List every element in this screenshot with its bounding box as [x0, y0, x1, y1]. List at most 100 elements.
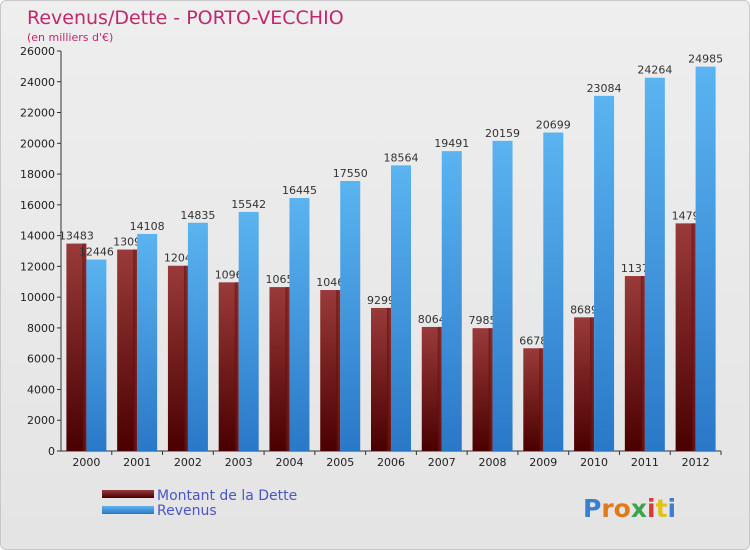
- data-label-revenus: 19491: [434, 137, 469, 150]
- x-tick-label: 2003: [225, 456, 253, 469]
- y-tick-label: 10000: [20, 291, 55, 304]
- data-label-revenus: 23084: [587, 82, 622, 95]
- chart-title: Revenus/Dette - PORTO-VECCHIO: [27, 7, 344, 29]
- bar-debt: [218, 282, 239, 451]
- y-tick-label: 4000: [27, 383, 55, 396]
- bar-revenus: [289, 198, 310, 451]
- logo-letter: i: [668, 494, 677, 523]
- y-tick-label: 2000: [27, 414, 55, 427]
- data-label-debt: 1096: [215, 268, 243, 281]
- y-tick-label: 26000: [20, 45, 55, 58]
- bar-debt-shade: [183, 265, 188, 451]
- legend-swatch-debt: [102, 490, 154, 498]
- data-label-debt: 1204: [164, 252, 192, 265]
- x-tick-label: 2009: [529, 456, 557, 469]
- y-tick-label: 20000: [20, 137, 55, 150]
- bar-debt: [624, 276, 645, 451]
- bar-debt-shade: [133, 249, 138, 451]
- bar-debt-shade: [590, 317, 595, 451]
- bar-debt-shade: [691, 223, 696, 451]
- bar-revenus: [543, 132, 564, 452]
- data-label-debt: 6678: [519, 334, 547, 347]
- bar-debt-shade: [82, 243, 87, 451]
- y-tick-label: 24000: [20, 76, 55, 89]
- y-tick-label: 22000: [20, 107, 55, 120]
- data-label-revenus: 14835: [180, 209, 215, 222]
- data-label-revenus: 12446: [79, 246, 114, 259]
- bar-revenus: [187, 222, 208, 451]
- logo-letter: o: [614, 494, 631, 523]
- data-label-debt: 7985: [469, 314, 497, 327]
- x-tick-label: 2012: [682, 456, 710, 469]
- data-label-revenus: 14108: [130, 220, 165, 233]
- bar-debt-shade: [539, 348, 544, 451]
- logo-letter: r: [601, 494, 614, 523]
- bar-revenus: [86, 259, 107, 451]
- logo-letter: i: [647, 494, 656, 523]
- bar-debt-shade: [437, 326, 442, 451]
- y-tick-label: 0: [48, 445, 55, 458]
- bar-debt-shade: [387, 307, 391, 451]
- chart-subtitle: (en milliers d'€): [27, 31, 113, 44]
- data-label-debt: 8064: [418, 313, 446, 326]
- y-tick-label: 14000: [20, 230, 55, 243]
- proxiti-logo: Proxiti: [583, 494, 676, 523]
- data-label-debt: 1479: [672, 209, 700, 222]
- bar-debt-shade: [488, 328, 493, 451]
- bar-debt: [117, 249, 138, 451]
- data-label-revenus: 18564: [384, 151, 419, 164]
- x-tick-label: 2004: [275, 456, 303, 469]
- bar-debt: [472, 328, 493, 451]
- data-label-revenus: 20699: [536, 119, 571, 132]
- y-tick-label: 18000: [20, 168, 55, 181]
- bar-revenus: [695, 66, 716, 451]
- x-tick-label: 2001: [123, 456, 151, 469]
- data-label-revenus: 24264: [637, 64, 672, 77]
- x-tick-label: 2008: [479, 456, 507, 469]
- bar-revenus: [391, 165, 411, 451]
- bar-debt-shade: [234, 282, 239, 451]
- bar-debt: [675, 223, 696, 451]
- bar-debt-shade: [640, 276, 645, 451]
- y-tick-label: 16000: [20, 199, 55, 212]
- bar-debt: [167, 265, 188, 451]
- x-tick-label: 2006: [377, 456, 405, 469]
- plot-area: 0 2000 4000 6000 8000 10000 12000 14000 16000 180…: [20, 45, 723, 469]
- bar-debt: [269, 287, 290, 451]
- data-label-debt: 1309: [113, 236, 141, 249]
- bar-debt: [371, 307, 391, 451]
- legend: Montant de la Dette Revenus: [102, 488, 297, 519]
- x-tick-label: 2007: [428, 456, 456, 469]
- bar-revenus: [238, 211, 259, 451]
- bar-debt: [523, 348, 544, 451]
- bar-debt-shade: [336, 290, 341, 451]
- bar-debt: [421, 326, 442, 451]
- data-label-revenus: 16445: [282, 184, 317, 197]
- data-label-debt: 1065: [265, 273, 293, 286]
- x-tick-label: 2010: [580, 456, 608, 469]
- bar-debt: [574, 317, 595, 451]
- bar-debt: [66, 243, 87, 451]
- x-tick-label: 2002: [174, 456, 202, 469]
- data-label-debt: 1137: [621, 262, 649, 275]
- y-tick-label: 8000: [27, 322, 55, 335]
- x-tick-label: 2011: [631, 456, 659, 469]
- bar-revenus: [594, 95, 615, 451]
- bar-revenus: [340, 181, 361, 451]
- logo-letter: t: [656, 494, 668, 523]
- data-label-debt: 8689: [570, 303, 598, 316]
- bar-revenus: [441, 151, 462, 451]
- bar-debt-shade: [285, 287, 290, 451]
- bar-revenus: [492, 140, 513, 451]
- data-label-revenus: 20159: [485, 127, 520, 140]
- data-label-revenus: 24985: [688, 53, 723, 66]
- x-tick-label: 2000: [72, 456, 100, 469]
- logo-letter: x: [631, 494, 647, 523]
- x-tick-label: 2005: [326, 456, 354, 469]
- data-label-debt: 9299: [367, 294, 395, 307]
- data-label-debt: 1046: [316, 276, 344, 289]
- legend-label-debt: Montant de la Dette: [157, 488, 297, 504]
- bar-revenus: [644, 77, 665, 451]
- legend-label-revenus: Revenus: [157, 503, 217, 519]
